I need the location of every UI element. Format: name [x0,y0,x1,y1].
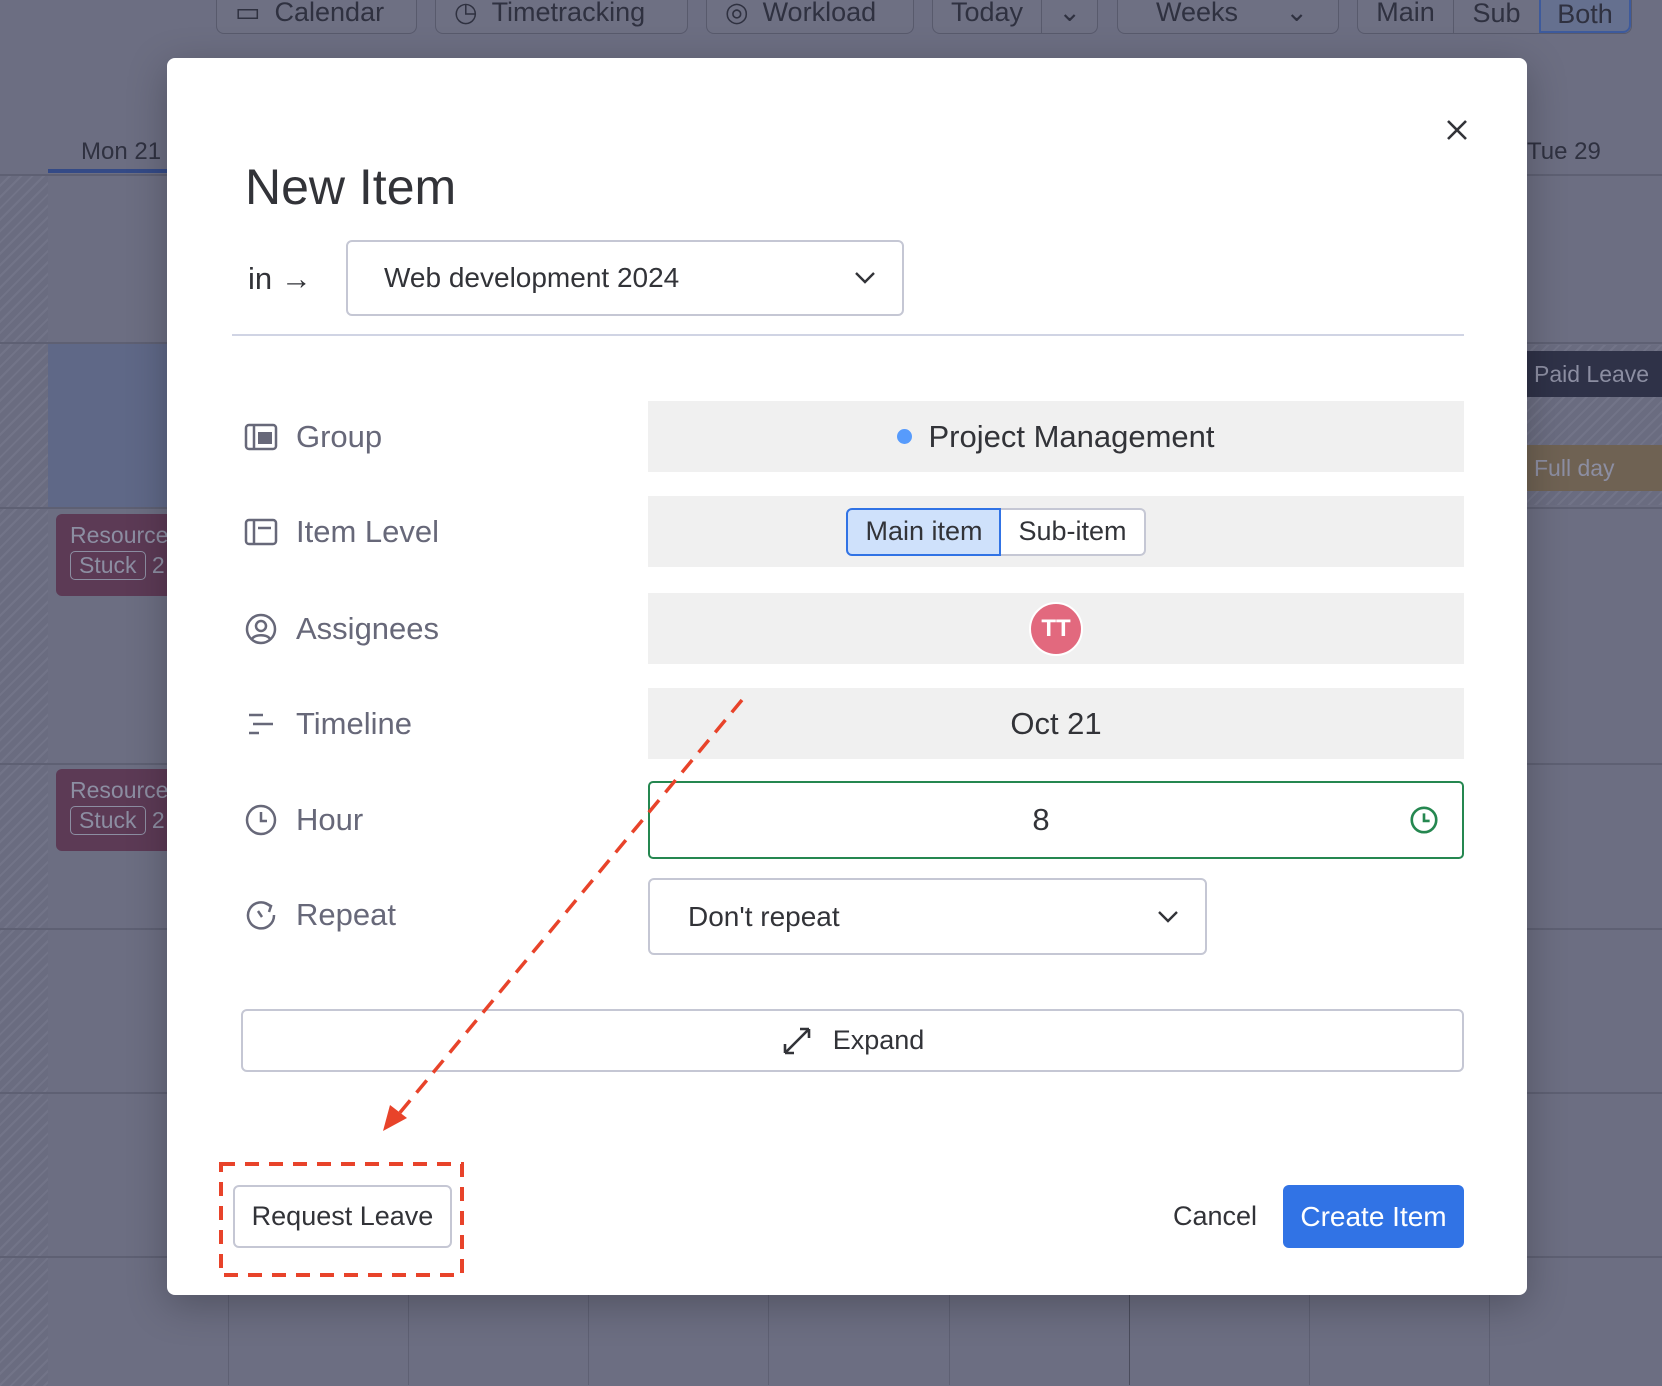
group-icon [244,423,278,450]
expand-button[interactable]: Expand [241,1009,1464,1072]
assignees-field[interactable]: TT [648,593,1464,664]
avatar[interactable]: TT [1029,601,1083,656]
item-level-field: Main item Sub-item [648,496,1464,567]
selected-cell [48,342,167,507]
day-header-mon: Mon 21 [81,138,162,165]
main-filter[interactable]: Main [1376,0,1435,27]
chevron-down-icon [1158,910,1178,923]
workload-icon: ◎ [725,0,749,27]
clock-icon[interactable] [1408,804,1440,836]
full-day-pill[interactable]: Full day [1510,445,1662,491]
chevron-down-icon: ⌄ [1285,0,1308,27]
repeat-dropdown[interactable]: Don't repeat [648,878,1207,955]
group-field[interactable]: Project Management [648,401,1464,472]
timeline-icon [249,713,273,734]
calendar-icon: ▭ [235,0,261,27]
request-leave-button[interactable]: Request Leave [233,1185,452,1248]
today-button[interactable]: Today ⌄ [932,0,1098,34]
timetracking-tab[interactable]: ◷ Timetracking [435,0,688,34]
item-level-icon [244,518,278,545]
item-level-label: Item Level [244,496,439,567]
group-color-dot [897,429,913,444]
new-item-modal: New Item in → Web development 2024 Group… [167,58,1527,1295]
modal-title: New Item [245,159,457,215]
board-dropdown[interactable]: Web development 2024 [346,240,904,316]
sub-item-option[interactable]: Sub-item [1001,507,1146,556]
day-header-tue: Tue 29 [1527,138,1601,165]
person-circle-icon [245,613,277,644]
annotation-arrow [396,698,744,1117]
in-label: in → [248,261,312,296]
sub-filter[interactable]: Sub [1453,0,1539,33]
hour-label: Hour [244,784,363,855]
repeat-label: Repeat [244,879,396,950]
today-underline [48,169,167,173]
expand-icon [783,1027,811,1054]
cancel-button[interactable]: Cancel [1172,1201,1258,1231]
chevron-down-icon [855,272,875,284]
annotation-highlight-box [219,1162,464,1277]
timeline-label: Timeline [244,688,412,759]
divider [232,334,1464,336]
annotation-arrowhead [383,1105,407,1131]
clock-icon [245,804,277,835]
weeks-dropdown[interactable]: Weeks ⌄ [1117,0,1339,34]
main-item-option[interactable]: Main item [846,507,1002,556]
workload-tab[interactable]: ◎ Workload [706,0,914,34]
paid-leave-pill[interactable]: Paid Leave [1510,351,1662,397]
timeline-field[interactable]: Oct 21 [648,688,1464,759]
group-label: Group [244,401,382,472]
hour-input[interactable]: 8 [648,781,1464,859]
repeat-icon [246,900,276,930]
item-filter-group: Main Sub Both [1357,0,1632,34]
calendar-tab[interactable]: ▭ Calendar [216,0,417,34]
both-filter[interactable]: Both [1539,0,1631,33]
chevron-down-icon[interactable]: ⌄ [1041,0,1097,33]
create-item-button[interactable]: Create Item [1283,1185,1464,1248]
close-icon[interactable] [1439,112,1475,148]
assignees-label: Assignees [244,593,439,664]
time-column [0,176,48,1386]
clock-icon: ◷ [454,0,478,27]
